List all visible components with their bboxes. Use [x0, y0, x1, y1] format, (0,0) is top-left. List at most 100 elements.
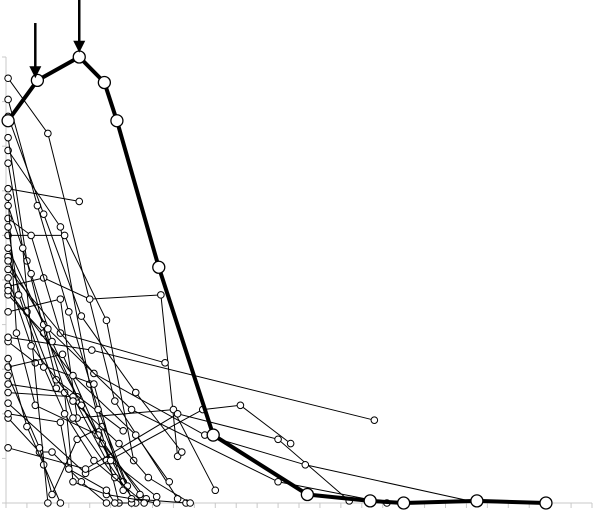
data-point: [302, 461, 309, 468]
data-point: [5, 185, 12, 192]
highlighted-data-point: [2, 115, 14, 127]
data-point: [5, 381, 12, 388]
data-point: [70, 415, 77, 422]
series-s21: [5, 202, 160, 500]
highlighted-data-point: [111, 115, 123, 127]
data-point: [5, 194, 12, 201]
data-point: [371, 417, 378, 424]
highlighted-data-point: [301, 489, 313, 501]
data-point: [61, 232, 68, 239]
series-s01: [5, 75, 181, 502]
data-point: [57, 500, 64, 507]
data-point: [49, 491, 56, 498]
data-point: [5, 245, 12, 252]
highlighted-data-point: [540, 497, 552, 509]
down-arrow-icon: [73, 0, 85, 53]
data-point: [5, 334, 12, 341]
data-point: [95, 406, 102, 413]
data-point: [179, 449, 186, 456]
axes: [2, 57, 592, 508]
data-point: [103, 317, 110, 324]
data-point: [237, 402, 244, 409]
series-s28: [5, 224, 148, 507]
data-point: [287, 440, 294, 447]
data-point: [5, 287, 12, 294]
data-point: [212, 487, 219, 494]
data-point: [5, 400, 12, 407]
data-point: [137, 491, 144, 498]
data-point: [132, 432, 139, 439]
data-point: [5, 75, 12, 82]
data-point: [5, 258, 12, 265]
data-point: [5, 275, 12, 282]
data-point: [57, 296, 64, 303]
data-point: [76, 198, 83, 205]
data-point: [45, 326, 52, 333]
data-point: [59, 351, 66, 358]
thin-series-group: [5, 75, 482, 506]
data-point: [19, 245, 26, 252]
data-point: [57, 224, 64, 231]
series-line: [8, 189, 79, 202]
data-point: [116, 440, 123, 447]
data-point: [153, 493, 160, 500]
annotations-group: [29, 0, 85, 78]
data-point: [132, 389, 139, 396]
data-point: [28, 343, 35, 350]
series-s32: [5, 275, 194, 507]
data-point: [45, 130, 52, 137]
data-point: [89, 347, 96, 354]
data-point: [145, 474, 152, 481]
data-point: [28, 270, 35, 277]
data-point: [158, 292, 165, 299]
data-point: [61, 411, 68, 418]
arrow-head: [73, 41, 85, 53]
data-point: [5, 224, 12, 231]
data-point: [5, 160, 12, 167]
data-point: [78, 313, 85, 320]
highlighted-data-point: [471, 495, 483, 507]
data-point: [82, 466, 89, 473]
highlighted-data-point: [398, 497, 410, 509]
data-point: [5, 309, 12, 316]
highlighted-data-point: [207, 429, 219, 441]
data-point: [91, 457, 98, 464]
data-point: [28, 232, 35, 239]
data-point: [112, 398, 119, 405]
highlighted-data-point: [98, 76, 110, 88]
data-point: [78, 402, 85, 409]
data-point: [5, 372, 12, 379]
data-point: [13, 330, 20, 337]
data-point: [5, 202, 12, 209]
data-point: [162, 360, 169, 367]
data-point: [112, 500, 119, 507]
data-point: [153, 500, 160, 507]
data-point: [70, 478, 77, 485]
series-line: [8, 393, 136, 503]
data-point: [275, 436, 282, 443]
series-line: [8, 206, 157, 497]
data-point: [103, 487, 110, 494]
data-point: [187, 500, 194, 507]
data-point: [5, 355, 12, 362]
data-point: [5, 444, 12, 451]
data-point: [5, 215, 12, 222]
data-point: [5, 266, 12, 273]
down-arrow-icon: [29, 23, 41, 78]
data-point: [57, 419, 64, 426]
data-point: [65, 309, 72, 316]
series-line: [8, 269, 479, 503]
data-point: [103, 500, 110, 507]
data-point: [65, 466, 72, 473]
data-point: [128, 406, 135, 413]
data-point: [5, 134, 12, 141]
highlighted-data-point: [364, 495, 376, 507]
data-point: [107, 457, 114, 464]
data-point: [45, 500, 52, 507]
data-point: [15, 292, 22, 299]
data-point: [5, 389, 12, 396]
data-point: [5, 96, 12, 103]
data-point: [120, 427, 127, 434]
data-point: [49, 449, 56, 456]
